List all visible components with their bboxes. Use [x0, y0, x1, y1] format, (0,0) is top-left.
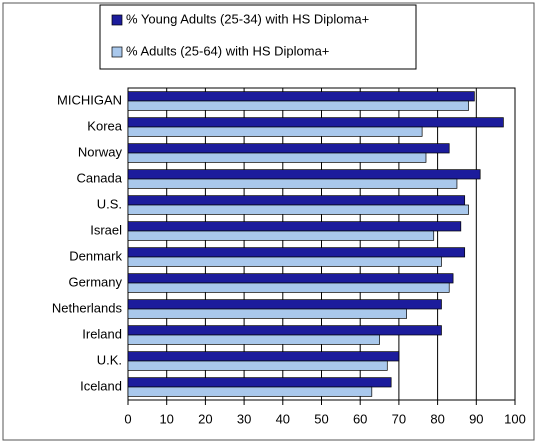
y-tick-label: Ireland — [82, 326, 122, 341]
bar — [127, 126, 423, 137]
bar — [127, 351, 400, 362]
legend-label: % Adults (25-64) with HS Diploma+ — [126, 43, 329, 58]
y-tick-label: Norway — [78, 144, 123, 159]
y-tick-label: Israel — [90, 222, 122, 237]
bar — [127, 91, 475, 102]
bar — [127, 169, 481, 180]
bar — [127, 117, 504, 128]
y-tick-label: U.S. — [97, 196, 122, 211]
bar — [127, 152, 427, 163]
x-tick-label: 50 — [314, 411, 328, 426]
y-tick-label: Netherlands — [52, 300, 123, 315]
x-tick-label: 60 — [353, 411, 367, 426]
y-tick-label: U.K. — [97, 352, 122, 367]
bar — [127, 100, 469, 111]
x-tick-label: 20 — [198, 411, 212, 426]
bar — [127, 204, 469, 215]
bar — [127, 256, 442, 267]
bar — [127, 195, 466, 206]
y-tick-label: MICHIGAN — [57, 92, 122, 107]
legend-label: % Young Adults (25-34) with HS Diploma+ — [126, 11, 369, 26]
x-tick-label: 10 — [159, 411, 173, 426]
bar — [127, 282, 450, 293]
x-tick-label: 70 — [392, 411, 406, 426]
bar — [127, 377, 392, 388]
bar — [127, 360, 388, 371]
bar — [127, 178, 458, 189]
bar — [127, 273, 454, 284]
bar — [127, 143, 450, 154]
legend-swatch — [111, 46, 123, 58]
x-tick-label: 90 — [469, 411, 483, 426]
x-tick-label: 0 — [124, 411, 131, 426]
y-tick-label: Iceland — [80, 378, 122, 393]
bar — [127, 308, 407, 319]
x-tick-label: 80 — [430, 411, 444, 426]
bar — [127, 247, 466, 258]
x-tick-label: 40 — [276, 411, 290, 426]
bar — [127, 221, 462, 232]
legend-swatch — [111, 14, 123, 26]
y-tick-label: Denmark — [69, 248, 122, 263]
bar — [127, 299, 442, 310]
bar — [127, 334, 380, 345]
y-tick-label: Canada — [76, 170, 122, 185]
x-tick-label: 100 — [504, 411, 526, 426]
x-tick-label: 30 — [237, 411, 251, 426]
bar — [127, 325, 442, 336]
bar — [127, 230, 435, 241]
legend-box — [99, 4, 417, 70]
y-tick-label: Korea — [87, 118, 122, 133]
y-tick-label: Germany — [69, 274, 123, 289]
bar — [127, 386, 373, 397]
